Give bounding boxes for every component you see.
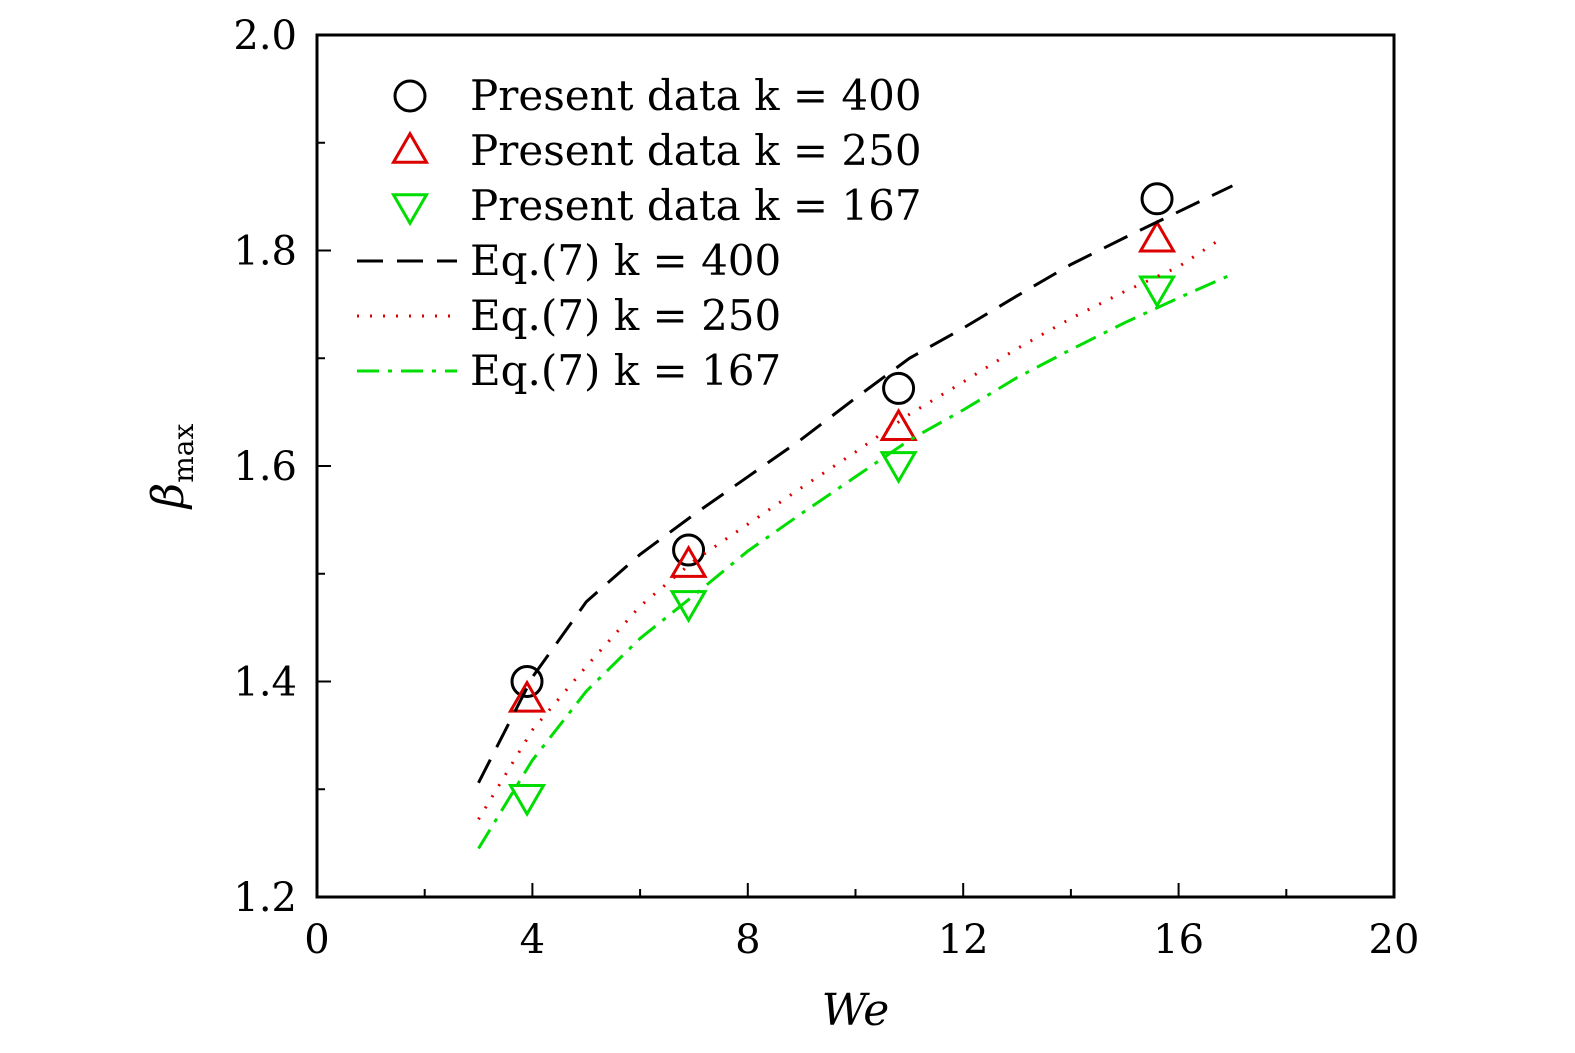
legend-marker-swatch bbox=[393, 79, 427, 113]
data-point-0-2 bbox=[882, 371, 916, 405]
data-point-1-0 bbox=[507, 679, 547, 713]
y-tick-label: 1.8 bbox=[233, 229, 297, 275]
y-axis-label-subscript: max bbox=[167, 424, 200, 483]
legend-label: Eq.(7) k = 167 bbox=[470, 346, 781, 395]
x-tick-label: 0 bbox=[304, 917, 329, 963]
x-tick-label: 20 bbox=[1369, 917, 1420, 963]
legend-marker-swatch bbox=[390, 130, 430, 164]
y-axis-label: βmax bbox=[143, 424, 200, 511]
series-3 bbox=[477, 184, 1234, 784]
legend-label: Eq.(7) k = 400 bbox=[470, 236, 781, 285]
series-1 bbox=[507, 219, 1177, 713]
series-5 bbox=[477, 272, 1234, 850]
axes-layer: 0 4 8 12 16 20 1.2 1.4 1.6 1.8 2.0 We βmax bbox=[143, 13, 1419, 1036]
series-line-5 bbox=[477, 272, 1234, 850]
legend-label: Present data k = 400 bbox=[470, 71, 922, 120]
series-line-4 bbox=[477, 240, 1218, 821]
data-point-0-0 bbox=[510, 665, 544, 698]
legend-item-4: Eq.(7) k = 250 bbox=[357, 291, 781, 340]
legend-label: Present data k = 167 bbox=[470, 181, 922, 230]
y-tick-label: 1.4 bbox=[233, 660, 297, 706]
legend-marker-swatch bbox=[390, 193, 430, 227]
legend-item-1: Present data k = 250 bbox=[390, 126, 922, 175]
data-point-1-2 bbox=[879, 408, 918, 442]
data-point-0-1 bbox=[672, 533, 706, 567]
legend-item-2: Present data k = 167 bbox=[390, 181, 922, 230]
x-axis-label: We bbox=[822, 985, 890, 1036]
plot-layer bbox=[477, 182, 1234, 850]
data-point-2-0 bbox=[507, 784, 547, 818]
x-tick-label: 16 bbox=[1153, 917, 1204, 963]
series-0 bbox=[510, 182, 1174, 698]
legend-item-5: Eq.(7) k = 167 bbox=[357, 346, 781, 395]
legend-item-0: Present data k = 400 bbox=[393, 71, 922, 120]
y-tick-label: 1.2 bbox=[233, 875, 297, 921]
data-point-1-1 bbox=[669, 544, 708, 578]
series-4 bbox=[477, 240, 1218, 821]
data-point-2-1 bbox=[669, 590, 708, 624]
y-axis-label-symbol: β bbox=[143, 483, 194, 510]
x-tick-label: 12 bbox=[938, 917, 989, 963]
x-tick-label: 4 bbox=[520, 917, 545, 963]
series-line-3 bbox=[477, 184, 1234, 784]
series-2 bbox=[507, 275, 1177, 818]
data-point-1-3 bbox=[1137, 219, 1177, 253]
data-point-2-3 bbox=[1137, 275, 1177, 309]
x-tick-label: 8 bbox=[735, 917, 760, 963]
y-tick-label: 2.0 bbox=[233, 13, 297, 59]
legend-label: Present data k = 250 bbox=[470, 126, 922, 175]
legend: Present data k = 400 Present data k = 250… bbox=[357, 71, 922, 395]
data-point-2-2 bbox=[879, 451, 918, 485]
legend-item-3: Eq.(7) k = 400 bbox=[357, 236, 781, 285]
legend-label: Eq.(7) k = 250 bbox=[470, 291, 781, 340]
data-point-0-3 bbox=[1140, 182, 1174, 216]
y-tick-label: 1.6 bbox=[233, 444, 297, 490]
